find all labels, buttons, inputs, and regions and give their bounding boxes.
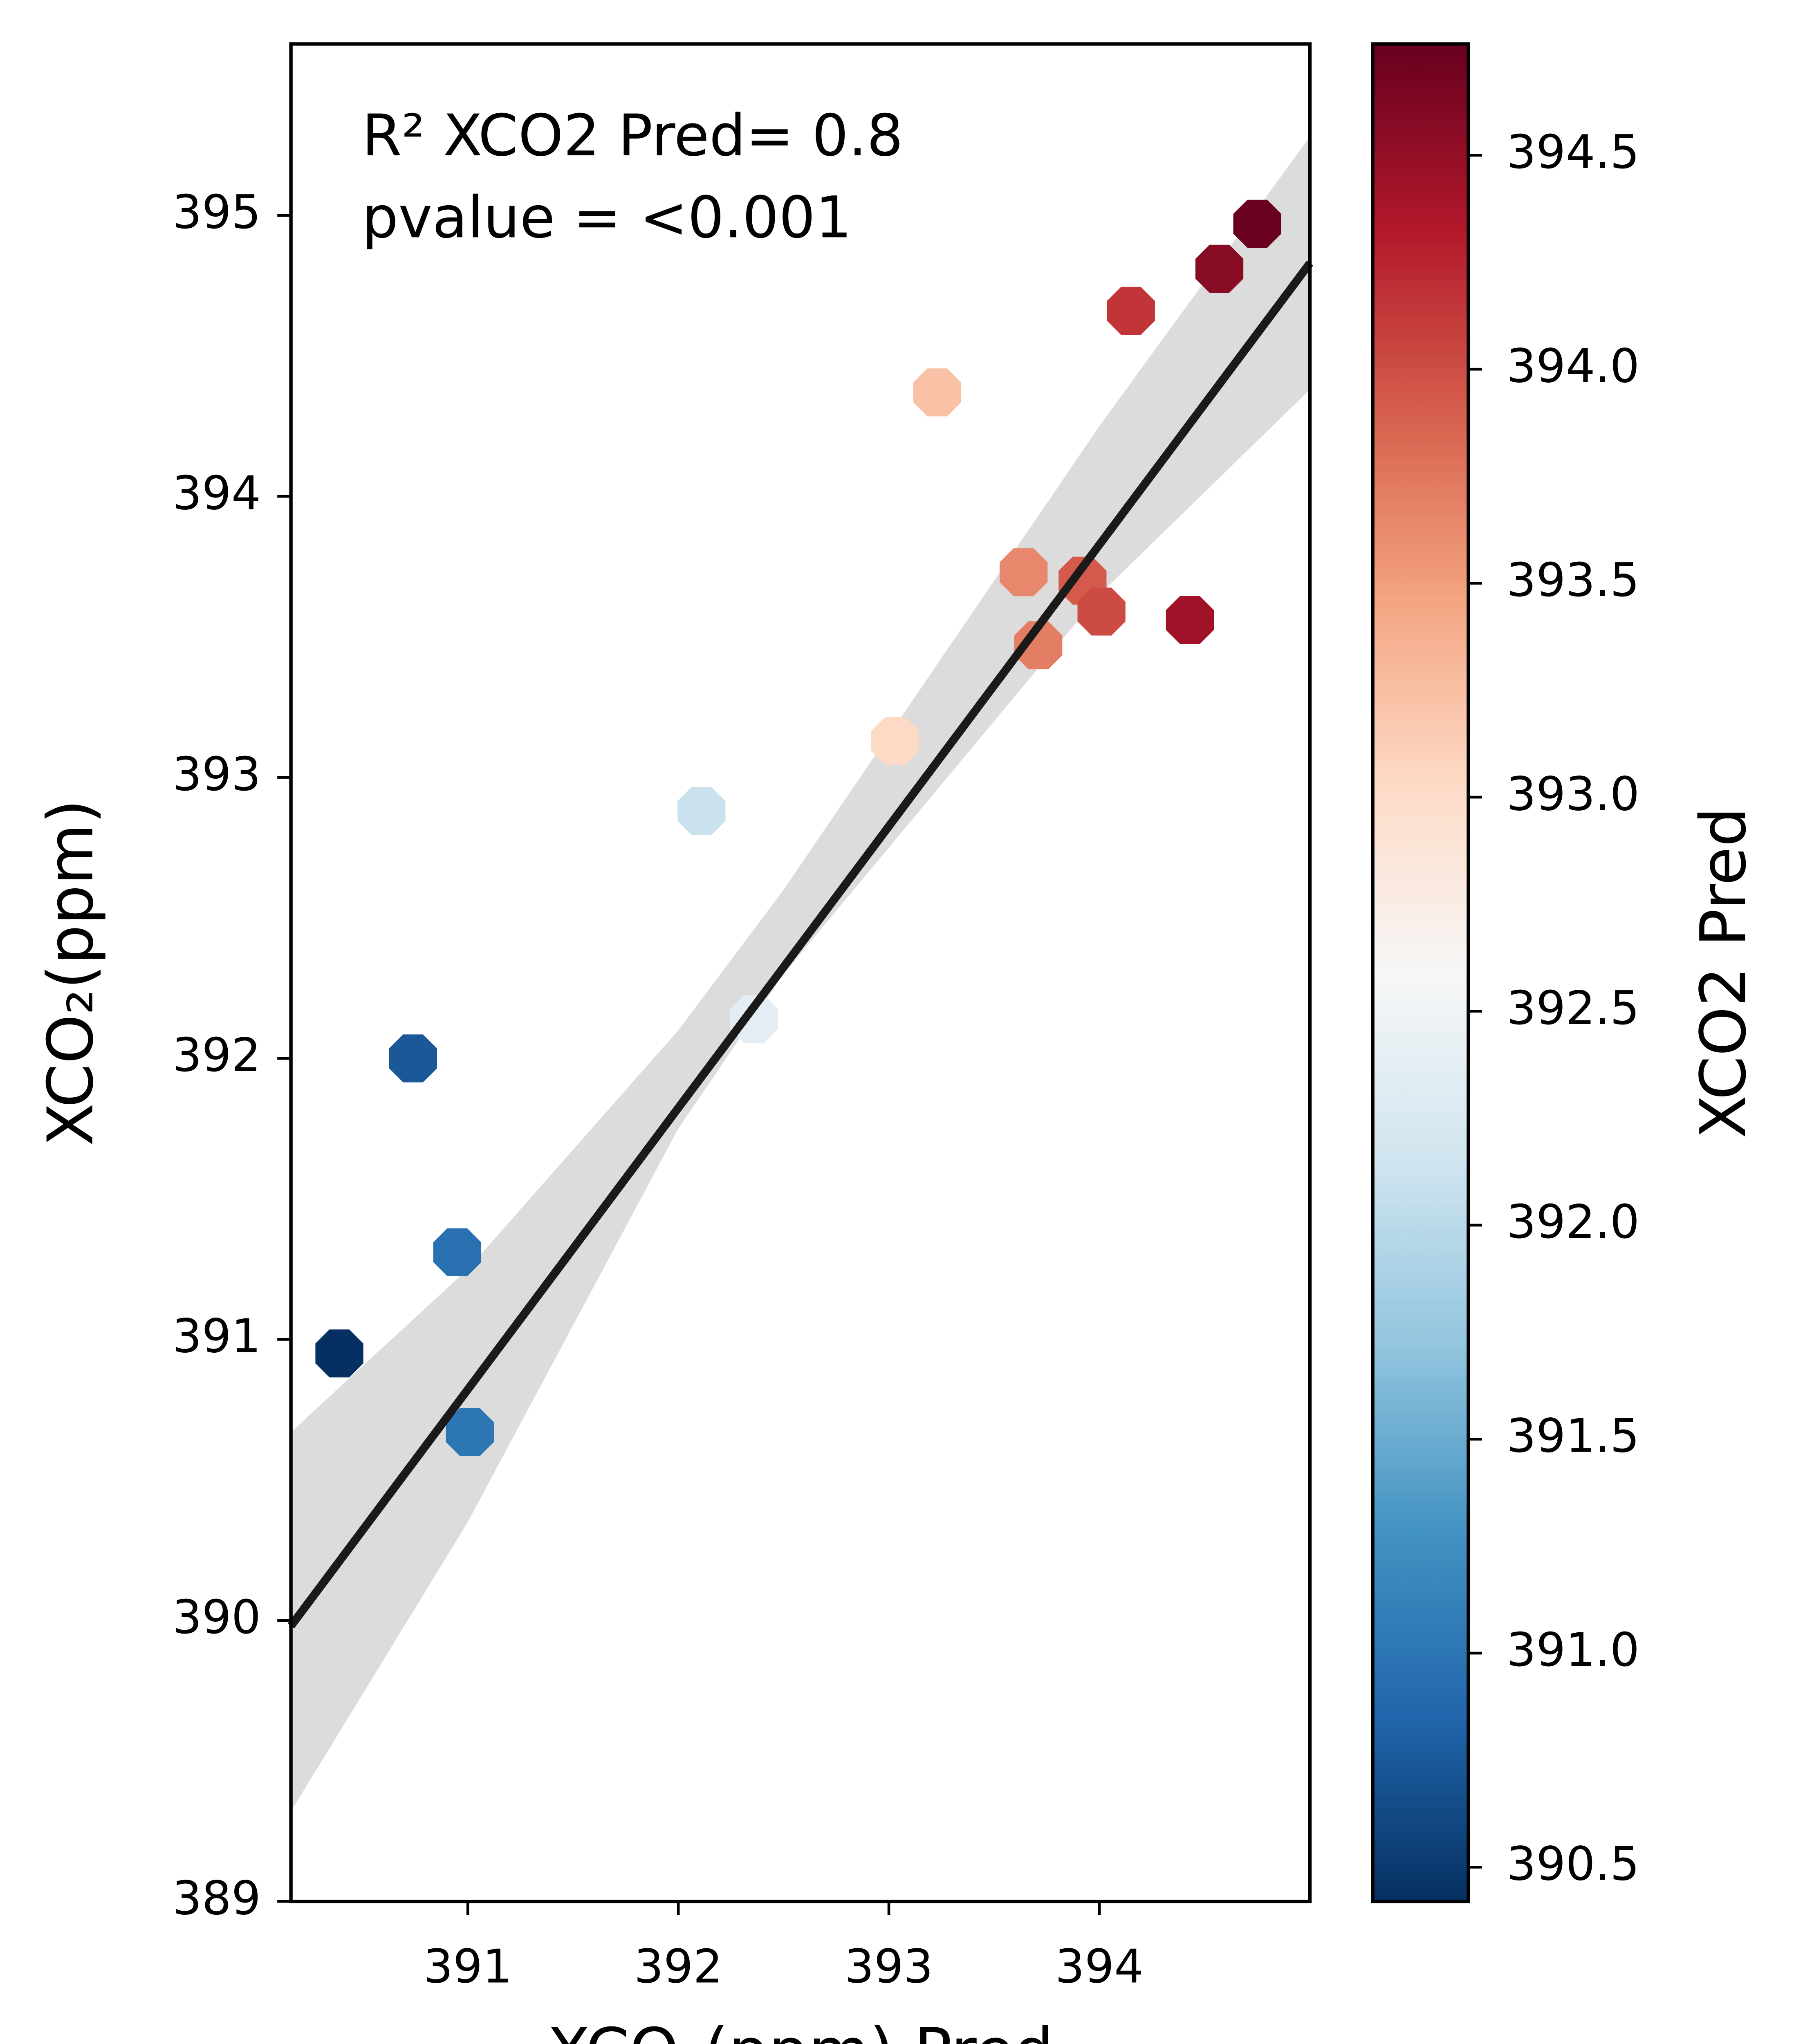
- x-axis-label: XCO₂(ppm) Pred: [547, 2015, 1054, 2044]
- colorbar-tick-label: 393.0: [1507, 767, 1639, 821]
- y-tick-label: 394: [172, 466, 261, 520]
- point: [999, 548, 1048, 596]
- colorbar-tick-label: 394.0: [1507, 339, 1639, 393]
- point: [1014, 621, 1063, 670]
- point: [433, 1228, 482, 1276]
- x-tick-label: 391: [424, 1939, 512, 1993]
- colorbar-tick-label: 391.0: [1507, 1623, 1639, 1677]
- x-tick-label: 394: [1055, 1939, 1144, 1993]
- y-tick-label: 393: [172, 747, 261, 801]
- point: [871, 717, 919, 765]
- point: [1077, 587, 1126, 636]
- plot-frame: [289, 42, 1312, 1903]
- confidence-band: [291, 137, 1310, 1812]
- point: [1166, 596, 1214, 644]
- colorbar-tick-label: 390.5: [1507, 1837, 1639, 1891]
- annotation: pvalue = <0.001: [362, 184, 852, 251]
- colorbar-label: XCO2 Pred: [1687, 807, 1760, 1139]
- colorbar-tick-label: 392.0: [1507, 1195, 1639, 1249]
- point: [677, 787, 726, 835]
- y-tick-label: 390: [172, 1590, 261, 1644]
- x-tick-label: 392: [634, 1939, 723, 1993]
- colorbar-tick-label: 393.5: [1507, 553, 1639, 607]
- y-tick-label: 389: [172, 1871, 261, 1925]
- colorbar-tick-label: 391.5: [1507, 1409, 1639, 1463]
- point: [730, 995, 778, 1043]
- point: [1195, 244, 1244, 293]
- point: [389, 1034, 437, 1083]
- point: [315, 1329, 363, 1378]
- point: [913, 368, 962, 417]
- y-tick-label: 395: [172, 185, 261, 239]
- colorbar-tick-label: 392.5: [1507, 981, 1639, 1035]
- point: [1233, 199, 1281, 248]
- colorbar-tick-label: 394.5: [1507, 125, 1639, 179]
- point: [446, 1408, 494, 1456]
- y-tick-label: 391: [172, 1309, 261, 1363]
- annotation: R² XCO2 Pred= 0.8: [362, 103, 903, 169]
- y-tick-label: 392: [172, 1028, 261, 1082]
- regression-line: [287, 260, 1313, 1629]
- point: [1107, 287, 1155, 335]
- x-tick-label: 393: [845, 1939, 933, 1993]
- colorbar: [1371, 42, 1470, 1903]
- y-axis-label: XCO₂(ppm): [34, 799, 108, 1146]
